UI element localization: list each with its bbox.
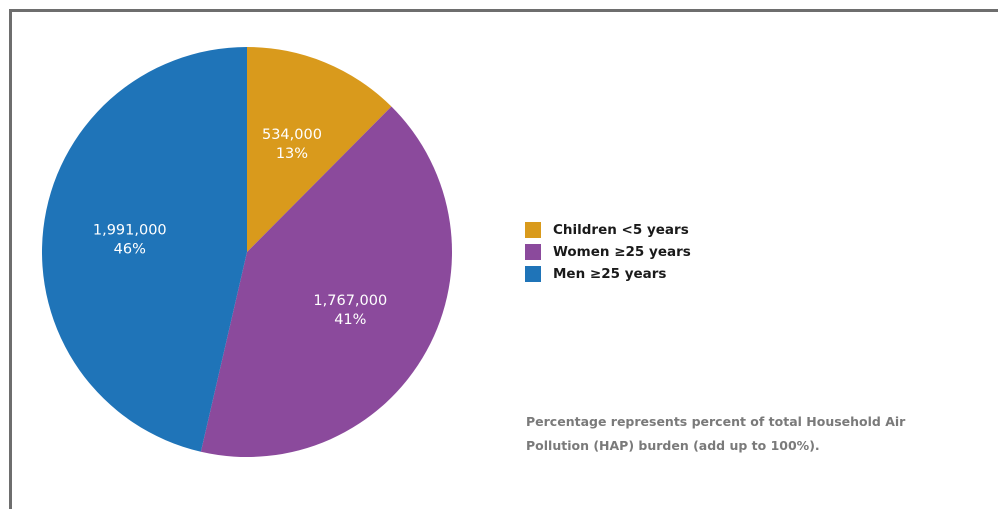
slice-men-value-label: 1,991,000 <box>93 223 167 239</box>
slice-men <box>42 47 247 452</box>
legend-label-men: Men ≥25 years <box>553 266 667 282</box>
legend-item-women: Women ≥25 years <box>525 241 691 263</box>
legend-swatch-women <box>525 244 541 260</box>
legend-item-children: Children <5 years <box>525 219 691 241</box>
footnote: Percentage represents percent of total H… <box>526 414 906 453</box>
slice-women-percent-label: 41% <box>334 312 366 328</box>
slice-children-value-label: 534,000 <box>262 127 322 143</box>
legend-item-men: Men ≥25 years <box>525 263 691 285</box>
slice-women-value-label: 1,767,000 <box>313 293 387 309</box>
legend: Children <5 years Women ≥25 years Men ≥2… <box>525 219 691 285</box>
pie-chart: 534,000 13% 1,767,000 41% 1,991,000 46% <box>42 47 453 458</box>
legend-swatch-children <box>525 222 541 238</box>
legend-swatch-men <box>525 266 541 282</box>
slice-women <box>200 106 453 458</box>
legend-label-women: Women ≥25 years <box>553 244 691 260</box>
slice-children-percent-label: 13% <box>276 146 308 162</box>
slice-men-percent-label: 46% <box>114 242 146 258</box>
legend-label-children: Children <5 years <box>553 222 689 238</box>
chart-frame <box>9 9 998 509</box>
slice-children <box>247 47 392 252</box>
